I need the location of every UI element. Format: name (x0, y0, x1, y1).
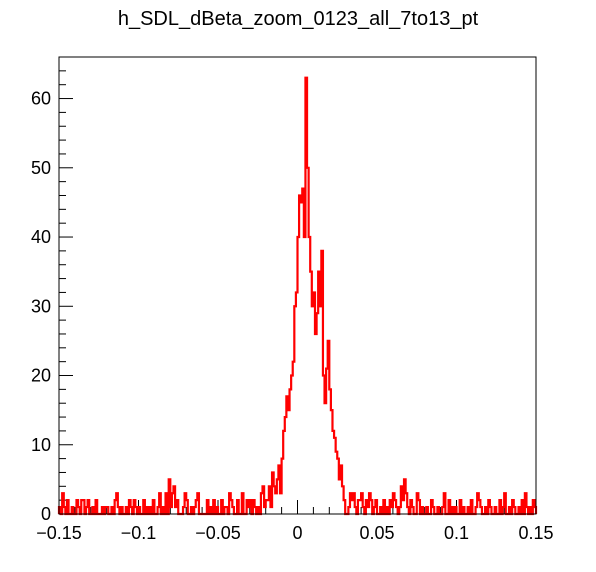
y-tick-label: 30 (31, 296, 51, 316)
x-tick-label: −0.15 (36, 523, 82, 543)
y-tick-label: 0 (41, 504, 51, 524)
y-tick-label: 40 (31, 227, 51, 247)
histogram-line (59, 78, 536, 514)
x-tick-label: −0.1 (121, 523, 157, 543)
y-tick-label: 60 (31, 89, 51, 109)
y-tick-label: 10 (31, 435, 51, 455)
axes: −0.15 −0.1 −0.05 0 0.05 0.1 0.15 0 10 20 30 40 50 60 (31, 57, 554, 543)
x-tick-label: 0.15 (518, 523, 553, 543)
x-tick-label: −0.05 (195, 523, 241, 543)
x-tick-label: 0 (292, 523, 302, 543)
y-tick-label: 50 (31, 158, 51, 178)
y-tick-label: 20 (31, 366, 51, 386)
histogram-series (59, 78, 536, 514)
x-tick-label: 0.05 (359, 523, 394, 543)
x-tick-label: 0.1 (444, 523, 469, 543)
